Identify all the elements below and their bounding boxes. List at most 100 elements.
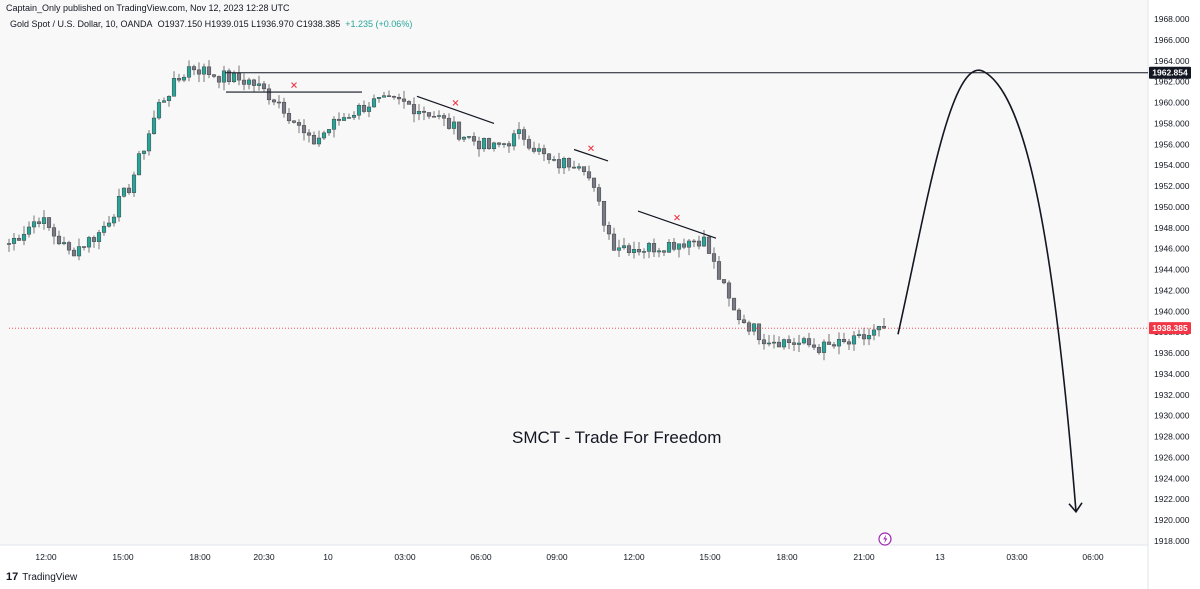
candle-body	[836, 339, 842, 347]
candle-body	[601, 200, 607, 226]
candle-body	[856, 334, 862, 336]
price-tick-label: 1930.000	[1154, 411, 1190, 421]
price-tick-label: 1934.000	[1154, 369, 1190, 379]
candle-body	[831, 344, 837, 347]
candle-body	[671, 242, 677, 250]
candle-body	[816, 347, 822, 353]
candle-body	[246, 79, 252, 85]
candle-body	[501, 143, 507, 145]
candle-body	[96, 232, 102, 242]
time-tick-label: 20:30	[253, 552, 275, 562]
candle-body	[451, 121, 457, 129]
candle-body	[6, 243, 12, 245]
price-tick-label: 1964.000	[1154, 56, 1190, 66]
cross-marker-icon	[674, 214, 680, 221]
candle-body	[616, 247, 622, 251]
candle-body	[431, 116, 437, 118]
candle-body	[41, 217, 47, 224]
candle-body	[781, 339, 787, 348]
candle-body	[456, 121, 462, 140]
level-price-tag-bg	[1149, 66, 1191, 79]
last-price-tag-bg	[1149, 322, 1191, 335]
candle-body	[681, 243, 687, 248]
time-tick-label: 15:00	[112, 552, 134, 562]
tradingview-logo[interactable]: 17 TradingView	[6, 571, 77, 583]
candle-body	[421, 110, 427, 113]
candle-body	[91, 237, 97, 242]
plot-area	[0, 0, 1148, 545]
trendline[interactable]	[416, 95, 495, 124]
candle-body	[406, 101, 412, 105]
candle-body	[111, 216, 117, 224]
price-tick-label: 1968.000	[1154, 14, 1190, 24]
candle-body	[361, 104, 367, 112]
trendline[interactable]	[573, 148, 609, 162]
candle-body	[261, 83, 267, 90]
candle-body	[286, 113, 292, 122]
candle-body	[746, 322, 752, 332]
price-tick-label: 1918.000	[1154, 536, 1190, 546]
candle-body	[611, 233, 617, 251]
level-price-tag-text: 1962.854	[1152, 68, 1188, 78]
candle-body	[211, 74, 217, 77]
candle-body	[346, 117, 352, 119]
candle-body	[376, 97, 382, 99]
candle-body	[26, 226, 32, 235]
candle-body	[121, 187, 127, 197]
candle-body	[266, 88, 272, 101]
candle-body	[216, 76, 222, 83]
candle-body	[301, 125, 307, 134]
candle-body	[426, 112, 432, 117]
candle-body	[341, 117, 347, 121]
price-tags-layer: 1962.854 1938.385	[1149, 66, 1191, 335]
candle-body	[21, 233, 27, 241]
tv-logo-text: TradingView	[22, 571, 78, 583]
price-tick-label: 1962.000	[1154, 77, 1190, 87]
candle-body	[801, 338, 807, 344]
candle-body	[661, 250, 667, 253]
candle-body	[726, 282, 732, 299]
time-tick-label: 18:00	[776, 552, 798, 562]
candle-body	[631, 249, 637, 253]
candle-body	[641, 251, 647, 253]
candle-body	[236, 72, 242, 81]
candle-body	[566, 158, 572, 168]
trendline[interactable]	[637, 210, 717, 239]
candle-body	[326, 129, 332, 134]
candle-body	[706, 236, 712, 254]
candle-body	[66, 242, 72, 251]
candle-body	[61, 242, 67, 245]
candle-body	[321, 132, 327, 139]
projection-curve[interactable]	[897, 69, 1077, 512]
candle-body	[776, 341, 782, 348]
candle-body	[436, 115, 442, 117]
time-tick-label: 12:00	[623, 552, 645, 562]
time-tick-label: 06:00	[1082, 552, 1104, 562]
candle-body	[606, 225, 612, 235]
candle-body	[526, 139, 532, 149]
candle-body	[31, 221, 37, 228]
time-tick-label: 06:00	[470, 552, 492, 562]
time-tick-label: 03:00	[394, 552, 416, 562]
candle-body	[116, 196, 122, 218]
event-icon[interactable]	[878, 532, 892, 546]
price-axis[interactable]: 1918.000 1920.000 1922.000 1924.000 1926.000…	[1154, 14, 1190, 546]
drawings-layer	[9, 69, 1148, 514]
last-price-tag: 1938.385	[1149, 322, 1191, 335]
candle-body	[146, 133, 152, 152]
candle-body	[106, 222, 112, 227]
candle-body	[241, 79, 247, 85]
candle-body	[51, 227, 57, 237]
candle-body	[651, 243, 657, 253]
candle-body	[476, 140, 482, 150]
candle-body	[791, 342, 797, 345]
candle-body	[731, 297, 737, 311]
candle-body	[546, 153, 552, 160]
candle-body	[471, 136, 477, 142]
candle-body	[786, 339, 792, 343]
time-tick-label: 18:00	[189, 552, 211, 562]
lightning-icon	[883, 534, 888, 544]
candle-body	[636, 249, 642, 253]
time-axis[interactable]: 12:00 15:00 18:00 20:30 10 03:00 06:00 09:00 12:…	[35, 552, 1104, 562]
